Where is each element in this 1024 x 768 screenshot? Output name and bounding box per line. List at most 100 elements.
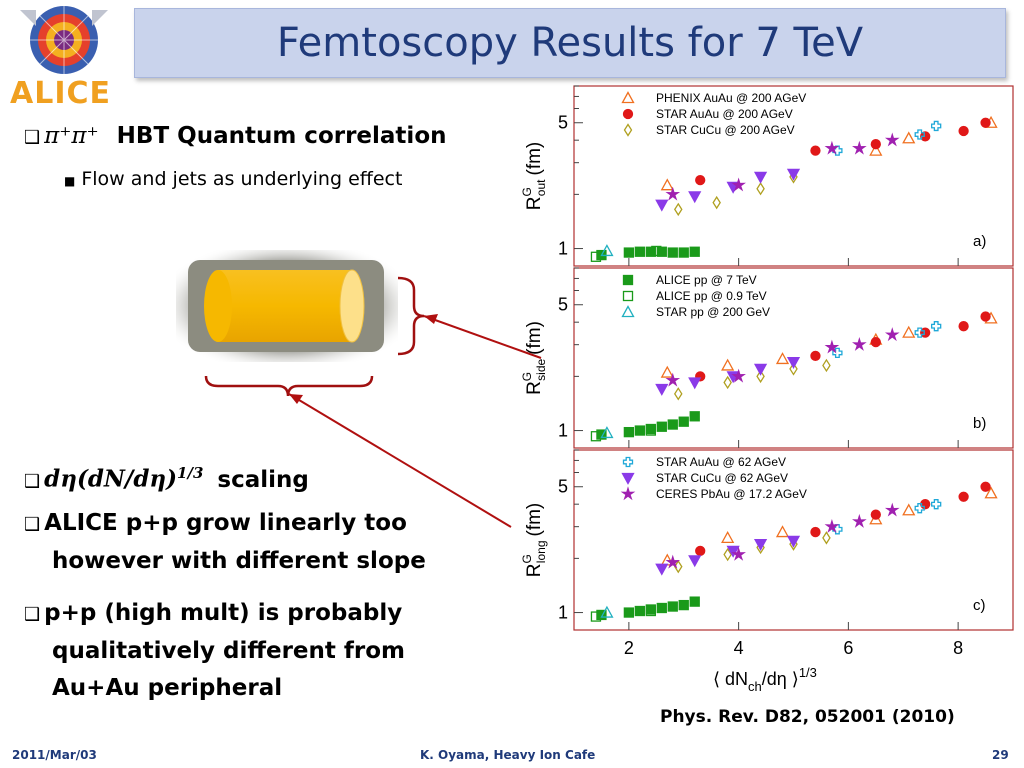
data-point	[623, 607, 635, 618]
title-bar: Femtoscopy Results for 7 TeV	[134, 8, 1006, 78]
data-point	[651, 245, 662, 257]
bullet-highmult-line3: Au+Au peripheral	[52, 675, 283, 701]
chart-panels: 1 5 RGout(fm) a) PHENIX AuAu @ 200 AGeV STAR …	[520, 85, 1014, 631]
data-point	[712, 195, 721, 210]
data-point	[984, 486, 998, 499]
data-point	[852, 513, 867, 528]
data-point	[721, 531, 735, 544]
data-point	[590, 431, 602, 442]
data-point	[665, 554, 681, 569]
data-point	[721, 358, 735, 371]
panel-tag: a)	[973, 233, 986, 250]
data-point	[884, 502, 900, 517]
data-point	[645, 246, 656, 257]
bullet-scaling-text: scaling	[217, 466, 309, 493]
panel-tag: c)	[973, 597, 986, 614]
data-point	[731, 546, 746, 561]
bullet-box-icon: ❑	[24, 470, 41, 492]
legend-entry: STAR CuCu @ 200 AGeV	[656, 123, 795, 137]
legend-marker	[621, 472, 635, 485]
data-point	[656, 246, 667, 257]
bullet-alice-line2: however with different slope	[52, 548, 426, 574]
data-point	[688, 555, 702, 568]
legend-entry: STAR AuAu @ 200 AGeV	[656, 107, 793, 121]
y-tick-label: 1	[558, 239, 568, 259]
arrow-long-line	[288, 393, 512, 528]
chart-panel: 1 5 RGlong(fm) c) STAR AuAu @ 62 AGeV STAR Cu…	[520, 449, 1014, 631]
y-axis-title: RGlong(fm)	[520, 503, 548, 578]
legend-marker	[622, 290, 634, 302]
scaling-exponent: 1/3	[177, 464, 204, 482]
data-point	[884, 132, 900, 147]
legend-entry: STAR CuCu @ 62 AGeV	[656, 471, 788, 485]
arrow-side-head-icon	[424, 314, 438, 324]
data-point	[655, 199, 669, 212]
legend-entry: ALICE pp @ 0.9 TeV	[656, 289, 767, 303]
bullet-hbt-text: HBT Quantum correlation	[116, 123, 447, 149]
scaling-math: dη(dN/dη)	[44, 465, 178, 493]
data-point	[824, 518, 840, 533]
data-point	[832, 347, 843, 359]
data-point	[634, 246, 645, 257]
y-tick-label: 5	[558, 477, 568, 497]
data-point	[958, 491, 969, 502]
data-point	[756, 182, 765, 196]
data-point	[869, 143, 883, 156]
data-point	[688, 377, 702, 390]
x-tick-label: 8	[953, 638, 963, 658]
data-point	[753, 171, 768, 184]
bullet-box-icon: ❑	[24, 514, 41, 535]
x-tick-label: 2	[624, 638, 634, 658]
chart-x-axis: 2 4 6 8 ⟨ dNch/dη ⟩1/3	[624, 638, 963, 694]
data-point	[786, 356, 801, 369]
bullet-alice-line1: ALICE p+p grow linearly too	[44, 510, 407, 536]
legend-marker	[622, 108, 634, 120]
data-point	[902, 131, 916, 144]
x-axis-title: ⟨ dNch/dη ⟩1/3	[713, 665, 817, 694]
data-point	[688, 191, 702, 204]
data-point	[667, 601, 678, 612]
data-point	[596, 609, 607, 621]
slide-title: Femtoscopy Results for 7 TeV	[276, 20, 864, 66]
data-point	[753, 363, 768, 376]
data-point	[678, 416, 689, 427]
legend-entry: STAR pp @ 200 GeV	[656, 305, 770, 319]
footer-page-number: 29	[992, 748, 1009, 762]
data-point	[590, 251, 602, 262]
chart-panel: 1 5 RGout(fm) a) PHENIX AuAu @ 200 AGeV STAR …	[520, 85, 1014, 267]
y-axis-title: RGside(fm)	[520, 321, 548, 395]
y-tick-label: 5	[558, 113, 568, 133]
y-axis-title: RGout(fm)	[520, 142, 548, 211]
bullet-highmult-line1: p+p (high mult) is probably	[44, 600, 403, 626]
legend-entry: STAR AuAu @ 62 AGeV	[656, 455, 786, 469]
data-point	[810, 145, 821, 156]
data-point	[660, 178, 674, 191]
x-tick-label: 4	[734, 638, 744, 658]
data-point	[665, 186, 681, 201]
data-point	[810, 526, 821, 538]
data-point	[673, 387, 683, 401]
data-point	[914, 503, 925, 514]
bullet-box-icon: ❑	[24, 127, 41, 148]
data-point	[723, 547, 732, 562]
data-point	[695, 174, 706, 186]
cylinder-icon	[204, 269, 365, 343]
data-point	[753, 538, 768, 551]
sub-bullet-square-icon: ■	[64, 174, 76, 188]
data-point	[634, 605, 645, 617]
data-point	[678, 599, 689, 611]
data-point	[902, 503, 916, 516]
length-brace	[204, 375, 374, 397]
arrow-side-line	[423, 315, 542, 359]
data-point	[645, 605, 656, 617]
logo-wordmark: ALICE	[10, 76, 112, 111]
data-point	[689, 411, 700, 422]
bullet-hbt: ❑ π⁺π⁺ HBT Quantum correlation	[24, 121, 447, 153]
data-point	[723, 375, 732, 390]
data-point	[660, 365, 674, 378]
data-point	[756, 369, 765, 384]
data-point	[678, 247, 689, 258]
y-tick-label: 1	[558, 421, 568, 441]
footer-author: K. Oyama, Heavy Ion Cafe	[420, 748, 596, 762]
